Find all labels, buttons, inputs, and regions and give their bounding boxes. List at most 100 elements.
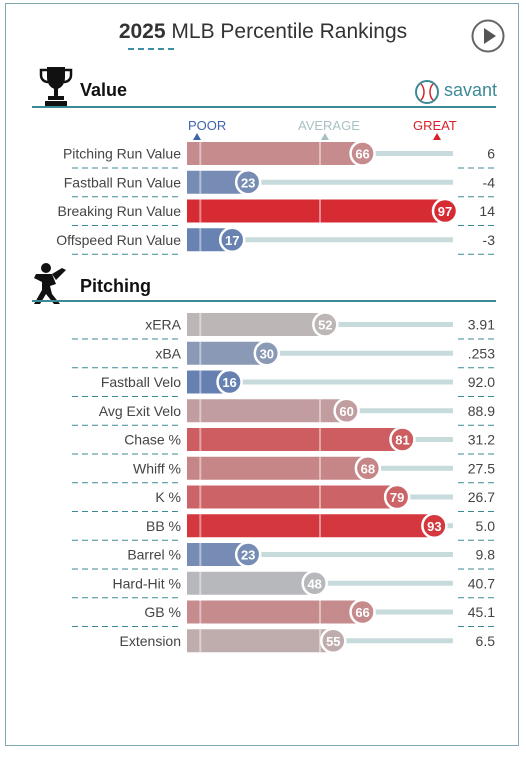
percentile-value: 66 <box>355 605 369 620</box>
stat-value: 27.5 <box>468 460 495 476</box>
stat-value: 40.7 <box>468 575 495 591</box>
row-label: Barrel % <box>127 547 181 563</box>
percentile-row[interactable]: Offspeed Run Value 17 -3 <box>56 226 496 255</box>
section-label-pitching: Pitching <box>80 276 151 296</box>
scale-average-label: AVERAGE <box>298 118 360 133</box>
savant-logo-text: savant <box>444 80 498 100</box>
percentile-bubble <box>253 340 281 367</box>
percentile-track <box>187 379 453 385</box>
stat-value: .253 <box>468 345 495 361</box>
stat-value: 9.8 <box>476 547 496 563</box>
percentile-bar <box>187 428 403 451</box>
section-divider-pitching <box>32 300 496 302</box>
percentile-value: 23 <box>241 175 255 190</box>
stat-value: 6.5 <box>476 633 496 649</box>
play-button[interactable] <box>471 19 505 53</box>
row-label: Fastball Velo <box>101 374 181 390</box>
percentile-row[interactable]: Breaking Run Value 97 14 <box>58 197 496 226</box>
page-title: 2025 MLB Percentile Rankings <box>0 20 526 44</box>
row-label: BB % <box>146 518 181 534</box>
percentile-bubble <box>431 197 459 225</box>
pitcher-icon <box>34 263 66 304</box>
scale-great-marker <box>433 133 441 140</box>
percentile-row[interactable]: Pitching Run Value 66 6 <box>63 140 496 169</box>
stat-value: 14 <box>479 203 495 219</box>
trophy-icon <box>39 67 73 107</box>
stat-value: 6 <box>487 146 495 162</box>
percentile-row[interactable]: Chase % 81 31.2 <box>72 426 496 455</box>
percentile-bubble <box>421 512 448 539</box>
percentile-row[interactable]: K % 79 26.7 <box>72 483 496 512</box>
percentile-row[interactable]: Hard-Hit % 48 40.7 <box>72 570 496 599</box>
stat-value: 45.1 <box>468 604 495 620</box>
percentile-value: 66 <box>355 147 369 162</box>
percentile-value: 55 <box>326 634 340 649</box>
percentile-value: 81 <box>395 433 409 448</box>
row-label: Avg Exit Velo <box>99 403 181 419</box>
percentile-row[interactable]: GB % 66 45.1 <box>72 598 496 627</box>
percentile-row[interactable]: Fastball Run Value 23 -4 <box>64 169 496 198</box>
row-label: Whiff % <box>133 460 181 476</box>
percentile-value: 16 <box>222 375 236 390</box>
percentile-row[interactable]: Extension 55 6.5 <box>120 627 496 654</box>
percentile-row[interactable]: BB % 93 5.0 <box>72 512 496 541</box>
percentile-row[interactable]: xERA 52 3.91 <box>72 311 496 340</box>
scale-great-label: GREAT <box>413 118 457 133</box>
percentile-bubble <box>333 397 360 424</box>
scale-poor-label: POOR <box>188 118 227 133</box>
percentile-row[interactable]: Avg Exit Velo 60 88.9 <box>72 397 496 426</box>
percentile-value: 23 <box>241 548 255 563</box>
section-label-value: Value <box>80 80 128 100</box>
percentile-row[interactable]: Barrel % 23 9.8 <box>72 541 496 570</box>
percentile-bar <box>187 313 326 336</box>
percentile-bubble <box>349 140 376 167</box>
percentile-bubble <box>234 541 262 568</box>
baseball-icon <box>415 80 439 104</box>
percentile-bubble <box>312 311 339 338</box>
stat-value: 26.7 <box>468 489 495 505</box>
percentile-value: 68 <box>361 461 375 476</box>
percentile-value: 97 <box>438 204 452 219</box>
section-divider-value <box>32 106 496 108</box>
stat-value: -3 <box>483 232 496 248</box>
row-label: GB % <box>144 604 181 620</box>
row-label: xERA <box>145 317 181 333</box>
percentile-bubble <box>301 570 328 597</box>
percentile-track <box>187 237 453 243</box>
percentile-value: 60 <box>339 404 353 419</box>
percentile-row[interactable]: xBA 30 .253 <box>72 340 496 369</box>
percentile-bar <box>187 543 249 566</box>
percentile-value: 52 <box>318 318 332 333</box>
scale-poor-marker <box>193 133 201 140</box>
percentile-row[interactable]: Whiff % 68 27.5 <box>72 455 496 484</box>
stat-value: 92.0 <box>468 374 495 390</box>
row-label: K % <box>155 489 181 505</box>
percentile-value: 17 <box>225 233 239 248</box>
percentile-track <box>187 179 453 185</box>
scale-average-marker <box>321 133 329 140</box>
row-label: Chase % <box>124 432 181 448</box>
percentile-bubble <box>320 627 347 654</box>
row-label: Hard-Hit % <box>113 575 181 591</box>
percentile-row[interactable]: Fastball Velo 16 92.0 <box>72 368 496 397</box>
percentile-bubble <box>349 598 376 626</box>
stat-value: -4 <box>483 174 496 190</box>
percentile-bar <box>187 456 368 480</box>
percentile-track <box>187 552 453 557</box>
title-text: MLB Percentile Rankings <box>171 20 408 43</box>
percentile-bubble <box>389 426 416 453</box>
percentile-bar <box>187 341 267 365</box>
percentile-bar <box>187 142 363 165</box>
percentile-bar <box>187 629 334 653</box>
percentile-bubble <box>354 455 382 482</box>
percentile-bubble <box>216 368 243 396</box>
row-label: Fastball Run Value <box>64 174 181 190</box>
percentile-bar <box>187 485 398 509</box>
stat-value: 3.91 <box>468 317 495 333</box>
percentile-value: 30 <box>260 346 274 361</box>
percentile-bar <box>187 571 315 595</box>
row-label: Offspeed Run Value <box>56 232 181 248</box>
percentile-bar <box>187 399 347 423</box>
percentile-value: 79 <box>390 490 404 505</box>
